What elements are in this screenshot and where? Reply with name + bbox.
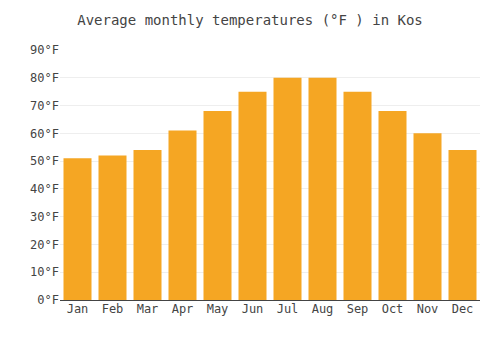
svg-text:70°F: 70°F (30, 99, 59, 113)
svg-text:80°F: 80°F (30, 71, 59, 85)
svg-text:Jan: Jan (67, 302, 89, 316)
svg-text:90°F: 90°F (30, 43, 59, 57)
svg-text:Dec: Dec (452, 302, 474, 316)
svg-text:Sep: Sep (347, 302, 369, 316)
svg-text:May: May (207, 302, 229, 316)
svg-text:60°F: 60°F (30, 127, 59, 141)
svg-text:20°F: 20°F (30, 238, 59, 252)
svg-text:Oct: Oct (382, 302, 404, 316)
svg-text:Jul: Jul (277, 302, 299, 316)
svg-text:Jun: Jun (242, 302, 264, 316)
svg-text:Apr: Apr (172, 302, 194, 316)
svg-text:Feb: Feb (102, 302, 124, 316)
svg-text:Mar: Mar (137, 302, 159, 316)
svg-text:30°F: 30°F (30, 210, 59, 224)
svg-text:Nov: Nov (417, 302, 439, 316)
svg-text:10°F: 10°F (30, 265, 59, 279)
svg-text:40°F: 40°F (30, 182, 59, 196)
svg-text:Aug: Aug (312, 302, 334, 316)
svg-text:50°F: 50°F (30, 154, 59, 168)
svg-text:0°F: 0°F (37, 293, 59, 307)
svg-text:Average monthly temperatures (: Average monthly temperatures (°F ) in Ko… (77, 12, 423, 28)
